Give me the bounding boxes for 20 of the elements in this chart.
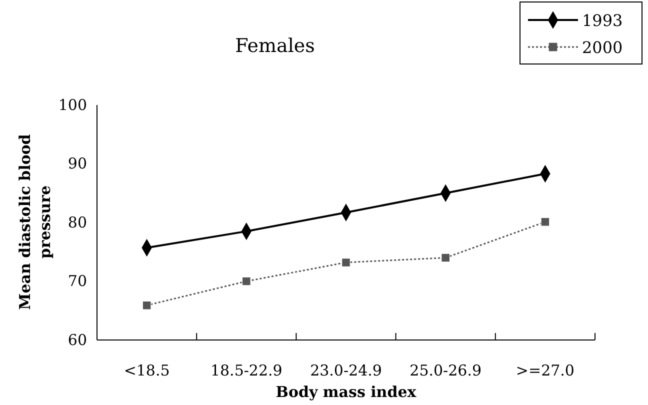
x-tick-label: 18.5-22.9 bbox=[210, 362, 282, 380]
x-tick-label: 25.0-26.9 bbox=[410, 362, 482, 380]
point bbox=[242, 276, 251, 286]
x-tick-label: 23.0-24.9 bbox=[310, 362, 382, 380]
y-tick-label: 100 bbox=[58, 96, 87, 114]
x-axis-title: Body mass index bbox=[276, 383, 418, 401]
x-tick-label: <18.5 bbox=[124, 362, 170, 380]
point bbox=[540, 217, 550, 226]
y-tick-label: 60 bbox=[68, 330, 87, 349]
legend-label: 2000 bbox=[582, 38, 623, 57]
x-tick-label: >=27.0 bbox=[516, 362, 574, 380]
y-tick-label: 90 bbox=[68, 154, 87, 173]
y-tick-label: 70 bbox=[68, 272, 87, 290]
point bbox=[441, 253, 450, 262]
point bbox=[142, 300, 152, 310]
chart-title: Females bbox=[235, 35, 315, 57]
legend-label: 1993 bbox=[582, 11, 623, 30]
y-tick-label: 80 bbox=[68, 213, 87, 232]
point bbox=[342, 258, 350, 267]
y-axis-title: Mean diastolic blood pressure bbox=[16, 134, 54, 310]
